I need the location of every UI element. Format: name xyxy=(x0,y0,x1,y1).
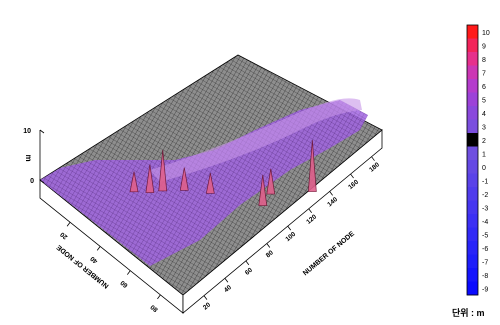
colorbar-cell-8 xyxy=(467,52,478,66)
colorbar-tick-label: 8 xyxy=(482,57,486,64)
x-tick-120 xyxy=(308,208,313,214)
x-tick-label-120: 120 xyxy=(305,213,318,226)
peak-4 xyxy=(145,164,155,193)
colorbar-tick-label: -9 xyxy=(482,286,488,293)
peaks-layer xyxy=(129,140,317,206)
y-tick-80 xyxy=(157,294,161,300)
colorbar-tick-label: -6 xyxy=(482,246,488,253)
colorbar-tick-label: -4 xyxy=(482,219,488,226)
colorbar-cell-2 xyxy=(467,133,478,147)
x-tick-100 xyxy=(287,225,292,231)
peak-2 xyxy=(258,174,268,206)
colorbar-tick-label: -3 xyxy=(482,205,488,212)
colorbar-cell-5 xyxy=(467,92,478,107)
colorbar-cell-3 xyxy=(467,119,478,134)
x-tick-label-140: 140 xyxy=(326,196,339,209)
peak-3 xyxy=(158,149,168,192)
colorbar-tick-label: 5 xyxy=(482,97,486,104)
colorbar-frame xyxy=(466,24,479,296)
z-axis-label: m xyxy=(24,154,33,161)
x-tick-label-60: 60 xyxy=(244,266,254,276)
colorbar-tick-label: 1 xyxy=(482,151,486,158)
negative-region xyxy=(40,100,368,266)
colorbar-tick-label: -7 xyxy=(482,259,488,266)
colorbar-cell--9 xyxy=(467,281,478,296)
z-tick-label-10: 10 xyxy=(23,128,31,135)
colorbar-cell-9 xyxy=(467,38,478,53)
y-tick-label-60: 60 xyxy=(119,279,129,289)
peak-7 xyxy=(205,173,215,194)
colorbar-tick-label: -5 xyxy=(482,232,488,239)
y-axis-label: NUMBER OF NODE xyxy=(56,243,111,289)
colorbar-tick-label: -1 xyxy=(482,178,488,185)
colorbar-cell--4 xyxy=(467,214,478,228)
x-tick-40 xyxy=(224,278,229,283)
z-tick-label-0: 0 xyxy=(30,178,34,185)
colorbar-tick-label: 7 xyxy=(482,70,486,77)
colorbar-cell--8 xyxy=(467,268,478,282)
x-tick-140 xyxy=(329,191,333,196)
colorbar-cell-6 xyxy=(467,79,478,93)
peak-6 xyxy=(179,167,189,191)
channel-band xyxy=(150,98,362,182)
colorbar-tick-label: 9 xyxy=(482,43,486,50)
colorbar-cell--6 xyxy=(467,241,478,255)
x-tick-label-160: 160 xyxy=(347,178,360,191)
colorbar-cell-7 xyxy=(467,65,478,80)
z-axis-tick-top xyxy=(39,129,45,134)
colorbar-tick-label: 2 xyxy=(482,138,486,145)
colorbar-tick-label: -2 xyxy=(482,192,488,199)
x-tick-label-40: 40 xyxy=(223,284,233,294)
x-tick-80 xyxy=(266,243,271,248)
colorbar-cell-10 xyxy=(467,25,478,39)
x-tick-60 xyxy=(245,260,250,266)
y-tick-label-80: 80 xyxy=(149,303,159,313)
x-tick-160 xyxy=(350,173,354,179)
peak-5 xyxy=(129,171,139,193)
x-tick-label-180: 180 xyxy=(368,161,381,174)
colorbar-cell-4 xyxy=(467,106,478,120)
x-tick-20 xyxy=(203,295,208,300)
colorbar-unit-label: 단위 : m xyxy=(452,307,485,318)
colorbar-cell-1 xyxy=(467,146,478,161)
colorbar-cells xyxy=(467,25,478,296)
colorbar-cell--2 xyxy=(467,187,478,201)
x-axis-label: NUMBER OF NODE xyxy=(302,230,356,277)
colorbar-cell-0 xyxy=(467,160,478,174)
peak-1 xyxy=(266,168,276,195)
z-axis-tick-bottom xyxy=(39,179,45,184)
peak-0 xyxy=(307,140,317,192)
colorbar-tick-label: 0 xyxy=(482,165,486,172)
x-tick-180 xyxy=(371,156,375,161)
x-tick-label-20: 20 xyxy=(202,301,212,311)
y-tick-label-20: 20 xyxy=(59,230,69,240)
colorbar-tick-label: 10 xyxy=(482,30,490,37)
colorbar-cell--1 xyxy=(467,173,478,188)
colorbar-cell--7 xyxy=(467,254,478,269)
y-tick-40 xyxy=(96,246,101,251)
colorbar-tick-label: 3 xyxy=(482,124,486,131)
colorbar-tick-label: 6 xyxy=(482,84,486,91)
y-tick-20 xyxy=(66,221,71,227)
colorbar-cell--5 xyxy=(467,227,478,242)
y-tick-60 xyxy=(126,270,131,275)
y-axis: 20 40 60 80 xyxy=(59,221,161,313)
colorbar-tick-label: 4 xyxy=(482,111,486,118)
x-tick-label-100: 100 xyxy=(284,231,297,244)
colorbar-cell--3 xyxy=(467,200,478,215)
colorbar-tick-label: -8 xyxy=(482,273,488,280)
x-tick-label-80: 80 xyxy=(265,249,275,259)
y-tick-label-40: 40 xyxy=(89,254,99,264)
